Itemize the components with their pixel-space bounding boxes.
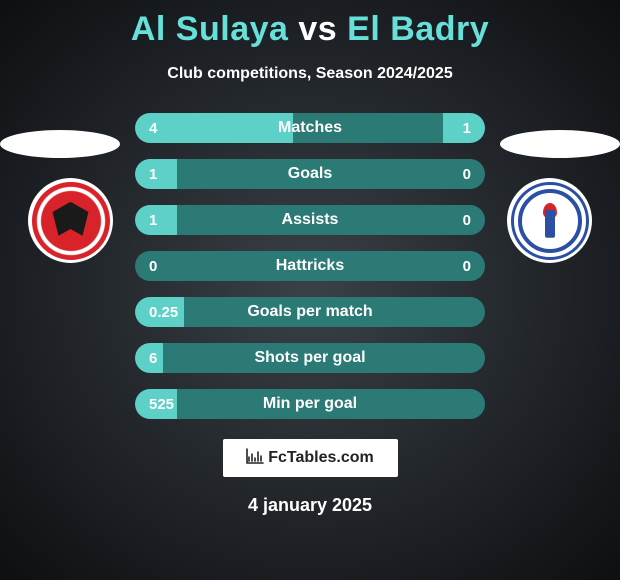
vs-text: vs	[298, 10, 337, 48]
chart-icon	[246, 448, 264, 469]
club-logo-left	[28, 178, 113, 263]
stat-row: 41Matches	[135, 113, 485, 143]
page-title: Al Sulaya vs El Badry	[0, 0, 620, 49]
brand-text: FcTables.com	[268, 449, 374, 467]
stat-label: Assists	[135, 211, 485, 229]
stat-row: 6Shots per goal	[135, 343, 485, 373]
stats-container: 41Matches 10Goals 10Assists 00Hattricks 0.25…	[135, 113, 485, 419]
stat-label: Min per goal	[135, 395, 485, 413]
stat-row: 10Assists	[135, 205, 485, 235]
stat-row: 0.25Goals per match	[135, 297, 485, 327]
stat-label: Goals	[135, 165, 485, 183]
stat-row: 00Hattricks	[135, 251, 485, 281]
subtitle: Club competitions, Season 2024/2025	[0, 65, 620, 83]
shadow-right	[500, 130, 620, 158]
stat-row: 525Min per goal	[135, 389, 485, 419]
player1-name: Al Sulaya	[131, 10, 289, 48]
shadow-left	[0, 130, 120, 158]
stat-label: Shots per goal	[135, 349, 485, 367]
stat-label: Goals per match	[135, 303, 485, 321]
club-logo-right	[507, 178, 592, 263]
flame-icon	[543, 203, 557, 219]
stat-row: 10Goals	[135, 159, 485, 189]
player2-name: El Badry	[347, 10, 489, 48]
ahly-crest-icon	[32, 182, 110, 260]
brand-badge[interactable]: FcTables.com	[223, 439, 398, 477]
stat-label: Matches	[135, 119, 485, 137]
date-text: 4 january 2025	[0, 495, 620, 516]
smouha-crest-icon	[511, 182, 589, 260]
stat-label: Hattricks	[135, 257, 485, 275]
